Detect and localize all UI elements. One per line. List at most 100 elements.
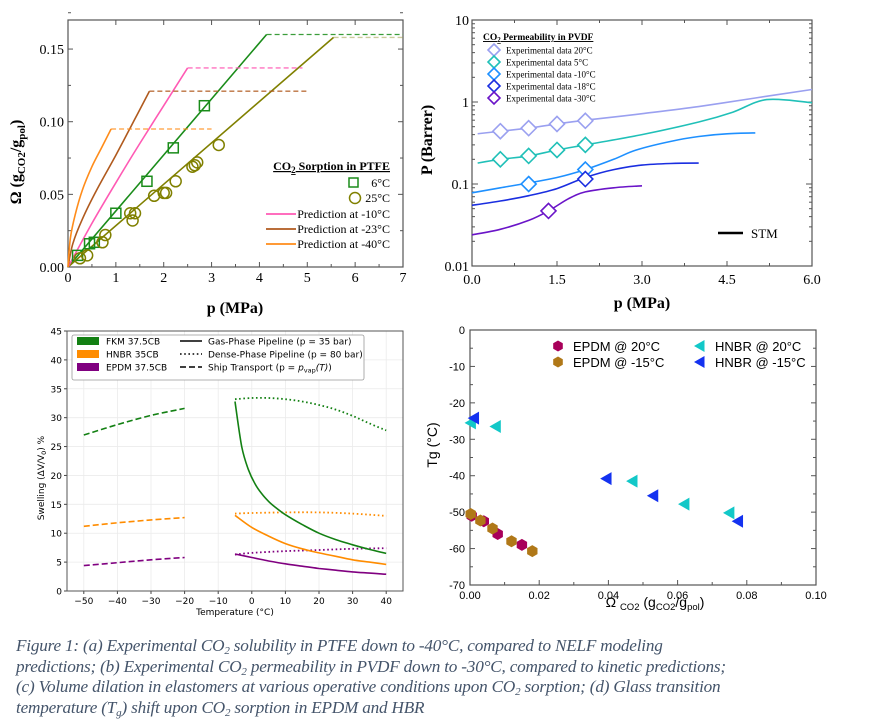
chart-c-ytick-label: 0 <box>56 588 62 598</box>
chart-d-legend-marker-0 <box>553 340 563 352</box>
chart-a-point-25c <box>73 252 87 265</box>
chart-d-ytick-label: -50 <box>449 507 465 519</box>
chart-b-ytick-label: 0.1 <box>452 178 470 193</box>
chart-a-legend: CO2 Sorption in PTFE 6°C 25°C Prediction… <box>266 159 390 251</box>
chart-a-legend-label-25c: 25°C <box>365 191 390 205</box>
caption-line-4: temperature (Tg) shift upon CO2 sorption… <box>16 698 875 719</box>
chart-b-ytick-label: 10 <box>455 14 469 29</box>
chart-c-xtick-label: −10 <box>209 597 228 607</box>
chart-a-point-6c <box>198 99 211 112</box>
chart-c-legend-material-2: EPDM 37.5CB <box>106 364 167 374</box>
chart-a-point-25c <box>96 236 109 249</box>
chart-d-ytick-label: -30 <box>449 434 465 446</box>
chart-a-point-6c <box>71 249 84 262</box>
chart-b-xtick-label: 0.0 <box>463 273 481 288</box>
chart-b-line-4 <box>471 185 643 236</box>
chart-b-legend-label-4: Experimental data -30°C <box>506 94 596 104</box>
chart-c-legend-material-0: FKM 37.5CB <box>106 338 160 348</box>
chart-d-legend-marker-3 <box>694 356 705 368</box>
caption-text: sorption; (d) Glass transition <box>520 677 721 696</box>
chart-c-ytick-label: 40 <box>51 356 63 366</box>
chart-c-legend-style-1: Dense-Phase Pipeline (p = 80 bar) <box>208 351 363 361</box>
chart-b-point-1 <box>548 141 566 159</box>
figure-caption: Figure 1: (a) Experimental CO2 solubilit… <box>16 636 875 718</box>
caption-text: permeability in PVDF down to -30°C, comp… <box>246 656 726 676</box>
chart-d-xlabel: Ω CO2 (gCO2/gpol) <box>606 594 705 613</box>
chart-c-line-7 <box>234 514 387 566</box>
chart-b-xtick-label: 4.5 <box>718 273 736 288</box>
chart-d-ytick-label: -70 <box>449 580 465 592</box>
chart-c-ytick-label: 30 <box>51 414 63 424</box>
chart-c-xlabel: Temperature (°C) <box>195 608 274 618</box>
chart-b-ytick-label: 0.01 <box>445 260 470 275</box>
chart-d-point-1 <box>465 508 476 520</box>
legend-sub: vap <box>304 367 316 375</box>
chart-c-ytick-label: 35 <box>51 385 62 395</box>
chart-b-point-3 <box>576 170 594 188</box>
caption-text: predictions; (b) Experimental CO <box>16 656 242 676</box>
chart-a-point-25c <box>190 156 204 169</box>
chart-d-point-2 <box>723 506 735 520</box>
chart-b-point-2 <box>520 175 538 193</box>
caption-line-2: predictions; (b) Experimental CO2 permea… <box>16 657 875 678</box>
chart-c-legend-swatch-2 <box>77 363 99 371</box>
chart-c-legend-style-0: Gas-Phase Pipeline (p = 35 bar) <box>208 338 351 348</box>
chart-d-point-3 <box>467 411 480 425</box>
chart-c-ytick-label: 45 <box>51 328 62 338</box>
chart-c-line-6 <box>234 401 387 555</box>
chart-a-line-2 <box>67 67 189 268</box>
chart-a-ylabel: Ω (gCO2/gpol) <box>8 120 28 205</box>
chart-d-xtick-label: 0.06 <box>667 590 688 602</box>
chart-c-xtick-label: 40 <box>380 597 392 607</box>
chart-d-legend-label-2: HNBR @ 20°C <box>715 339 801 354</box>
chart-a-line-3 <box>67 90 151 268</box>
legend-italic: (T) <box>316 364 329 374</box>
chart-a-point-25c <box>123 206 137 220</box>
chart-d-ytick-label: -20 <box>449 398 465 410</box>
chart-c-plot-area: −50 −40 −30 −20 −10 0 10 20 30 40 0 5 10 15 20 25 30 35 40… <box>51 328 404 607</box>
chart-c-line-4 <box>234 511 387 517</box>
chart-c-xtick-label: −30 <box>142 597 161 607</box>
chart-d-legend-label-1: EPDM @ -15°C <box>573 355 664 370</box>
chart-a-line-0 <box>67 33 268 268</box>
chart-c-line-1 <box>83 516 185 528</box>
chart-b-xtick-label: 3.0 <box>633 273 651 288</box>
chart-a-point-6c <box>141 175 153 188</box>
chart-b-ytick-label: 1 <box>462 96 469 111</box>
chart-a-point-25c <box>212 138 225 152</box>
chart-c-legend-swatch-1 <box>77 350 99 358</box>
chart-a-legend-label-m10: Prediction at -10°C <box>297 207 390 221</box>
chart-d-legend-label-0: EPDM @ 20°C <box>573 339 660 354</box>
chart-a-xtick-label: 1 <box>112 271 119 286</box>
chart-c-line-2 <box>83 556 185 567</box>
chart-d-ytick-label: -40 <box>449 471 465 483</box>
chart-d-legend-marker-1 <box>553 356 563 368</box>
caption-text: temperature (T <box>16 697 117 717</box>
chart-b-xlabel: p (MPa) <box>614 295 670 312</box>
chart-a-point-6c <box>110 207 122 219</box>
caption-sub: 2 <box>224 645 230 657</box>
chart-d-point-2 <box>489 420 501 434</box>
legend-close: ) <box>328 364 332 374</box>
chart-b-xtick-label: 1.5 <box>548 273 566 288</box>
chart-b-point-4 <box>539 202 558 220</box>
chart-b-plot-area: 0.0 1.5 3.0 4.5 6.0 0.01 0.1 1 10 <box>445 14 821 288</box>
chart-b-point-0 <box>576 112 594 130</box>
caption-sub: 2 <box>241 665 247 678</box>
chart-d-point-0 <box>516 538 528 551</box>
chart-a-point-25c <box>80 249 94 262</box>
chart-d-xtick-label: 0.04 <box>598 590 619 602</box>
chart-c-ytick-label: 25 <box>51 443 62 453</box>
chart-a-line-4 <box>67 128 112 268</box>
chart-d-point-1 <box>527 545 538 558</box>
chart-c-xtick-label: −20 <box>175 597 194 607</box>
chart-a-xtick-label: 2 <box>160 271 167 286</box>
chart-c-xtick-label: −50 <box>74 597 93 607</box>
chart-c-legend-style-2: Ship Transport (p = pvap(T)) <box>208 364 332 375</box>
caption-text: ) shift upon CO <box>121 697 225 717</box>
chart-a-xtick-label: 0 <box>65 271 72 286</box>
chart-a-xlabel: p (MPa) <box>207 300 263 317</box>
